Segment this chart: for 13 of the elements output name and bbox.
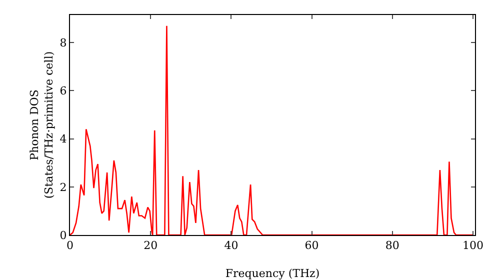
y-tick-label: 4	[60, 132, 67, 146]
line-series	[70, 25, 474, 235]
x-tick-label: 40	[224, 239, 238, 252]
y-tick-label: 0	[60, 228, 67, 242]
x-tick-label: 60	[304, 239, 319, 252]
x-tick-label: 80	[385, 239, 400, 252]
y-tick-label: 2	[60, 180, 67, 194]
x-axis-title: Frequency (THz)	[225, 267, 320, 280]
x-tick-label: 20	[144, 239, 158, 252]
y-tick-label: 8	[60, 36, 67, 50]
x-tick-label: 100	[462, 239, 484, 252]
y-tick-label: 6	[60, 84, 67, 98]
y-axis-title: Phonon DOS (States/THz·primitive cell)	[28, 51, 56, 199]
